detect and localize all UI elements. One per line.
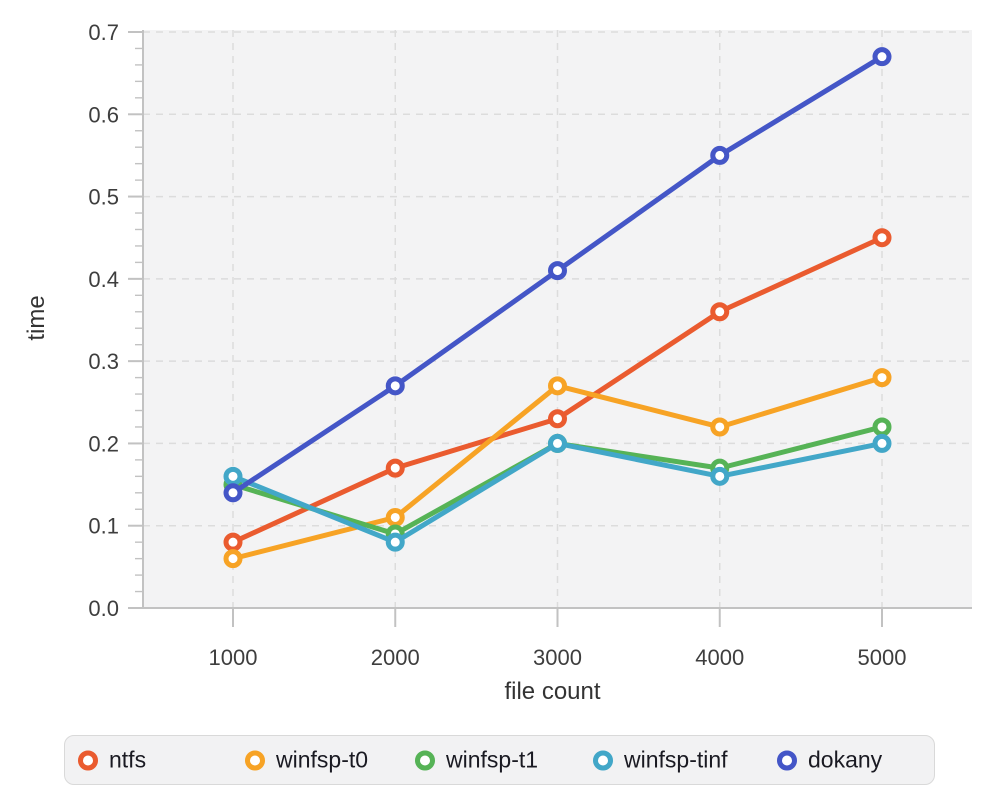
legend-item-ntfs: ntfs bbox=[78, 746, 147, 773]
data-point-marker bbox=[385, 532, 405, 552]
data-point-marker bbox=[872, 368, 892, 388]
data-point-marker bbox=[710, 466, 730, 486]
y-tick-label: 0.1 bbox=[88, 514, 119, 539]
data-point-marker bbox=[385, 376, 405, 396]
legend-marker-icon bbox=[78, 750, 98, 770]
data-point-marker bbox=[223, 532, 243, 552]
gridlines bbox=[143, 30, 972, 608]
data-point-marker bbox=[710, 302, 730, 322]
data-point-marker bbox=[710, 145, 730, 165]
legend-item-winfsp-t0: winfsp-t0 bbox=[245, 746, 369, 773]
data-point-marker bbox=[223, 549, 243, 569]
y-tick-label: 0.3 bbox=[88, 349, 119, 374]
data-point-marker bbox=[710, 417, 730, 437]
series-ntfs bbox=[223, 228, 892, 552]
x-tick-label: 1000 bbox=[209, 645, 258, 670]
legend-label: dokany bbox=[808, 746, 883, 773]
data-point-marker bbox=[872, 417, 892, 437]
x-axis-title: file count bbox=[504, 678, 600, 705]
data-point-marker bbox=[548, 261, 567, 281]
legend-label: winfsp-tinf bbox=[624, 746, 728, 773]
data-point-marker bbox=[872, 47, 892, 67]
data-point-marker bbox=[548, 376, 567, 396]
y-tick-label: 0.7 bbox=[88, 20, 119, 45]
series-winfsp-t0 bbox=[223, 368, 892, 569]
data-point-marker bbox=[548, 409, 567, 429]
x-tick-label: 2000 bbox=[371, 645, 420, 670]
legend-marker-icon bbox=[245, 750, 265, 770]
legend-item-winfsp-t1: winfsp-t1 bbox=[415, 746, 539, 773]
data-point-marker bbox=[223, 466, 243, 486]
data-point-marker bbox=[548, 433, 567, 453]
y-tick-label: 0.0 bbox=[88, 596, 119, 621]
legend-item-winfsp-tinf: winfsp-tinf bbox=[593, 746, 728, 773]
y-tick-label: 0.5 bbox=[88, 185, 119, 210]
data-point-marker bbox=[872, 433, 892, 453]
legend-marker-icon bbox=[777, 750, 797, 770]
data-point-marker bbox=[385, 507, 405, 527]
legend-label: winfsp-t0 bbox=[276, 746, 369, 773]
legend-marker-icon bbox=[593, 750, 613, 770]
data-point-marker bbox=[223, 483, 243, 503]
y-tick-label: 0.2 bbox=[88, 431, 119, 456]
legend-item-dokany: dokany bbox=[777, 746, 883, 773]
x-tick-label: 3000 bbox=[533, 645, 582, 670]
legend-label: winfsp-t1 bbox=[446, 746, 539, 773]
legend-marker-icon bbox=[415, 750, 435, 770]
data-point-marker bbox=[385, 458, 405, 478]
x-tick-label: 5000 bbox=[858, 645, 907, 670]
chart-legend: ntfs winfsp-t0 winfsp-t1 winfsp-tinf dokany bbox=[64, 735, 935, 785]
series-dokany bbox=[223, 47, 892, 503]
y-tick-label: 0.4 bbox=[88, 267, 119, 292]
axes bbox=[128, 30, 972, 627]
legend-label: ntfs bbox=[109, 746, 147, 773]
line-chart-canvas: 0.0 0.1 0.2 0.3 0.4 0.5 0.6 0.7 1000 2000 3000 4000… bbox=[23, 20, 972, 705]
series-winfsp-tinf bbox=[223, 433, 892, 552]
x-tick-label: 4000 bbox=[695, 645, 744, 670]
y-axis-title: time bbox=[23, 295, 50, 340]
data-point-marker bbox=[872, 228, 892, 248]
y-tick-label: 0.6 bbox=[88, 102, 119, 127]
